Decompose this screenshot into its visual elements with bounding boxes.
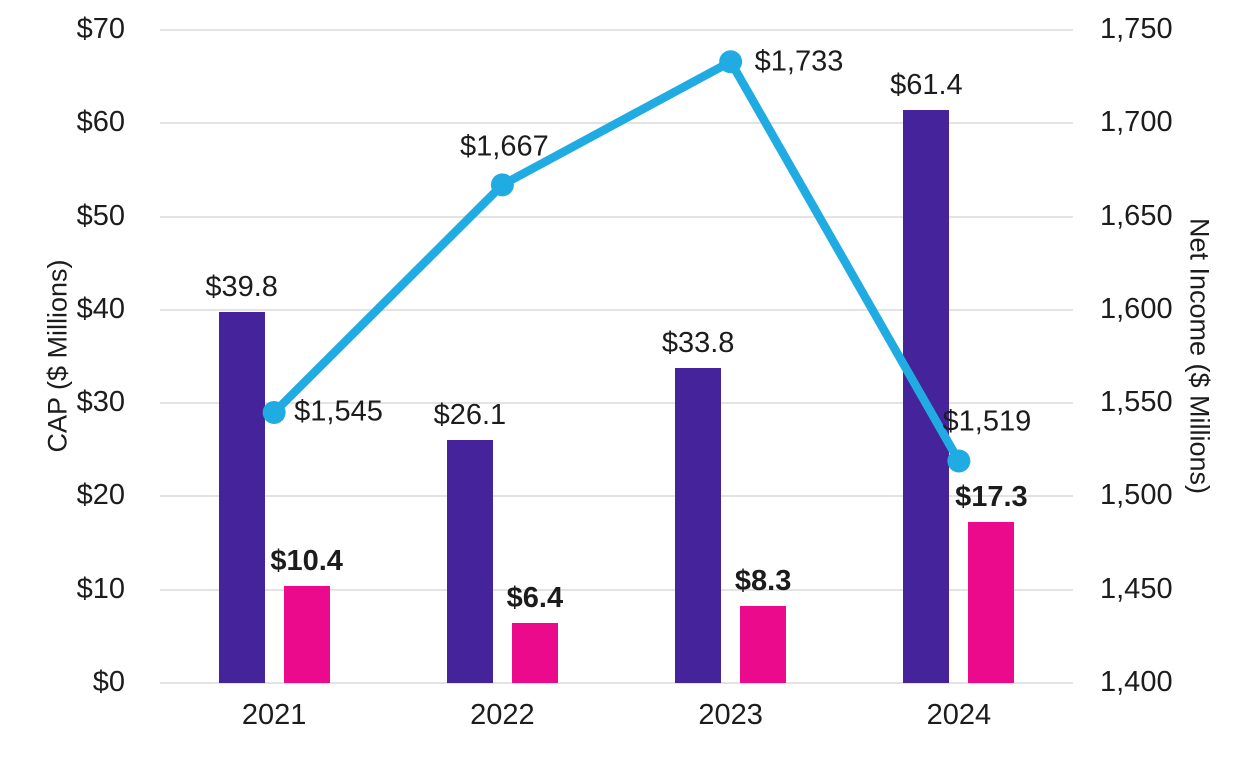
net-income-line-path: [269, 57, 964, 466]
x-axis-label-2023: 2023: [698, 699, 763, 731]
pink-bar-2023: [740, 605, 787, 683]
line-point: [262, 400, 286, 424]
left-axis-tick: $50: [76, 199, 125, 232]
gridline: [160, 215, 1073, 218]
line-point: [719, 50, 743, 74]
gridline: [160, 29, 1073, 31]
bar-label: $10.4: [270, 544, 343, 577]
right-axis-tick: 1,650: [1100, 199, 1173, 232]
right-axis-tick: 1,500: [1100, 479, 1173, 512]
line-point-label: $1,733: [754, 45, 844, 78]
gridline: [160, 402, 1073, 405]
left-axis-tick: $10: [76, 572, 125, 605]
line-point-label: $1,545: [294, 395, 383, 428]
x-axis-label-2024: 2024: [926, 699, 992, 731]
bar-label: $8.3: [734, 564, 792, 597]
gridline: [160, 308, 1073, 311]
gridline: [160, 588, 1073, 591]
right-axis-tick: 1,750: [1100, 13, 1173, 46]
gridline: [160, 495, 1073, 498]
right-axis-tick: 1,450: [1100, 572, 1173, 605]
left-axis-tick: $20: [76, 479, 125, 512]
x-axis-label-2022: 2022: [470, 699, 535, 731]
pink-bar-2021: [283, 585, 330, 683]
pink-bar-2024: [968, 521, 1015, 683]
line-point: [947, 449, 971, 473]
bar-label: $33.8: [661, 326, 735, 359]
bar-label: $17.3: [955, 480, 1028, 513]
line-point-label: $1,519: [942, 405, 1032, 438]
pink-bar-2022: [511, 623, 558, 683]
left-axis-tick: $40: [76, 292, 125, 325]
bar-label: $39.8: [205, 270, 278, 303]
purple-bar-2021: [218, 311, 265, 683]
left-axis-tick: $30: [76, 386, 125, 419]
line-point-label: $1,667: [460, 130, 549, 163]
right-axis-tick: 1,400: [1100, 666, 1173, 699]
x-axis-label-2021: 2021: [241, 699, 307, 731]
right-axis-tick: 1,600: [1100, 292, 1173, 325]
right-axis-tick: 1,700: [1100, 106, 1173, 139]
purple-bar-2023: [675, 367, 722, 683]
line-point: [490, 173, 514, 197]
bar-label: $26.1: [433, 398, 507, 431]
gridline: [160, 682, 1073, 684]
left-axis-tick: $60: [76, 106, 125, 139]
left-axis-tick: $70: [76, 13, 125, 46]
bar-label: $61.4: [890, 69, 963, 102]
left-axis-tick: $0: [92, 666, 125, 699]
bar-label: $6.4: [506, 582, 564, 615]
purple-bar-2022: [446, 439, 493, 683]
right-axis-tick: 1,550: [1100, 386, 1173, 419]
